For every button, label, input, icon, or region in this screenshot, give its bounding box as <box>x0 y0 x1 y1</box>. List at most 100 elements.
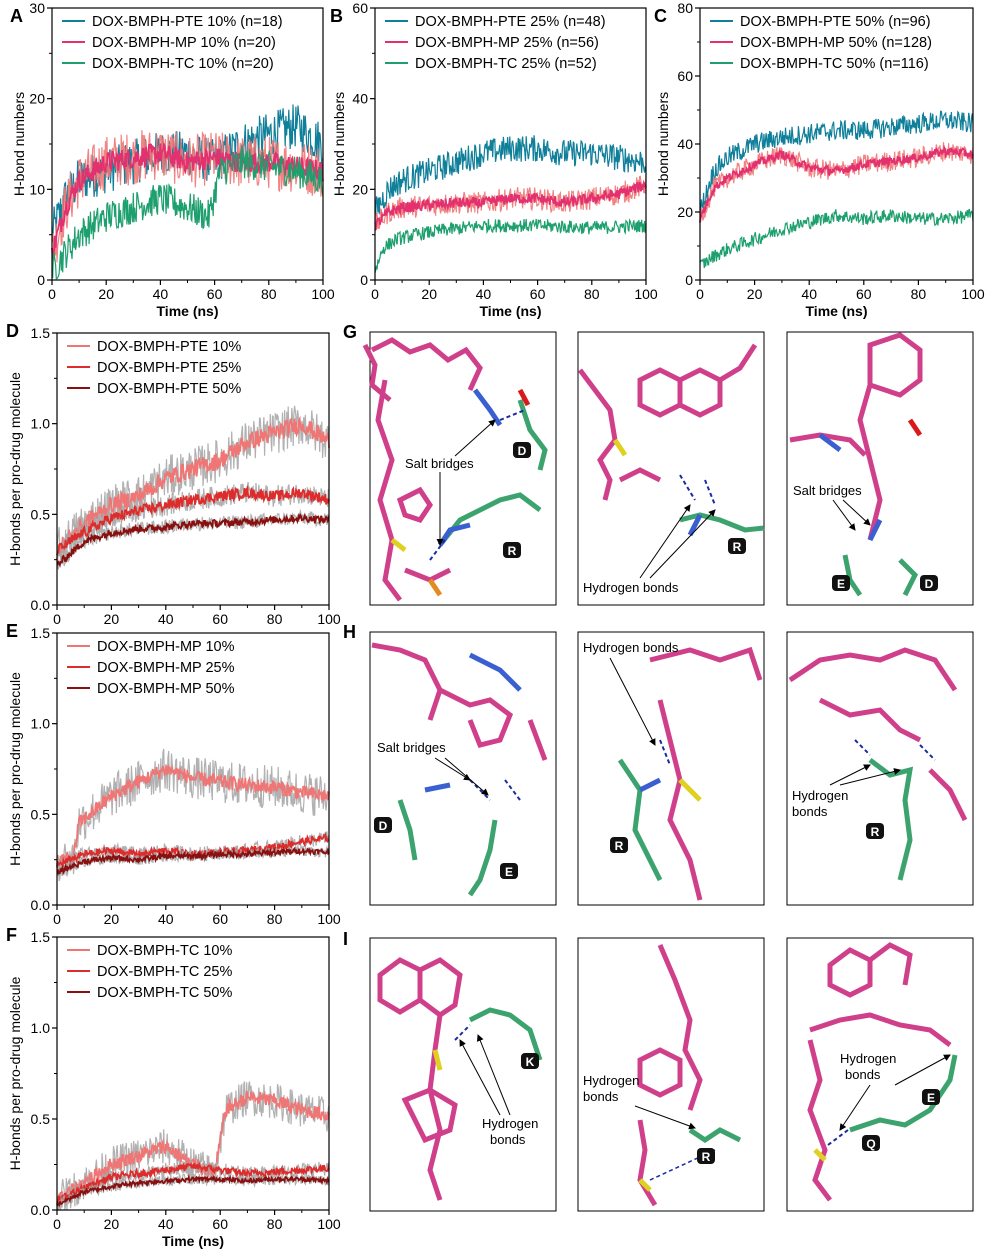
annotation-hydrogen-bonds: Hydrogen bonds <box>583 580 679 595</box>
structure-panel-h3: Hydrogen bonds R <box>786 631 974 906</box>
y-axis-label: H-bond numbers <box>11 92 27 196</box>
x-tick-label: 60 <box>856 286 872 302</box>
series-raw-trace <box>56 748 330 882</box>
y-tick-label: 0.5 <box>31 806 51 822</box>
y-tick-label: 20 <box>352 181 368 197</box>
panel-label: B <box>330 6 343 26</box>
panel-label: D <box>6 321 19 341</box>
series-line <box>51 142 324 261</box>
y-tick-label: 0.0 <box>31 1202 51 1218</box>
x-tick-label: 20 <box>747 286 763 302</box>
x-tick-label: 40 <box>158 1216 174 1232</box>
residue-r-sidechain <box>438 492 542 547</box>
x-tick-label: 60 <box>530 286 546 302</box>
y-tick-label: 10 <box>29 181 45 197</box>
x-tick-label: 100 <box>311 286 335 302</box>
y-tick-label: 1.0 <box>31 716 51 732</box>
residue-label-r: R <box>733 540 742 554</box>
residue-d-sidechain <box>517 399 548 471</box>
residue-label-r: R <box>615 839 624 853</box>
y-tick-label: 0.5 <box>31 506 51 522</box>
x-tick-label: 40 <box>158 611 174 627</box>
x-axis-label: Time (ns) <box>480 303 542 319</box>
annotation-hydrogen: Hydrogen <box>792 788 848 803</box>
annotation-bonds: bonds <box>583 1089 619 1104</box>
x-tick-label: 60 <box>212 611 228 627</box>
y-tick-label: 1.0 <box>31 416 51 432</box>
structure-panel-g1: Salt bridges D R <box>362 331 557 606</box>
x-tick-label: 20 <box>104 611 120 627</box>
panel-label: A <box>10 6 23 26</box>
structure-row-g: G Salt bridges D R <box>343 322 974 606</box>
y-tick-label: 40 <box>352 91 368 107</box>
structure-panel-i3: Hydrogen bonds E Q <box>786 937 974 1212</box>
panel-label-g: G <box>343 322 357 342</box>
structure-panel-g3: Salt bridges E D <box>786 331 974 606</box>
chart-f: F 0.0 0.5 1.0 1.5 0 20 40 60 80 100 Time (ns) H-bond… <box>6 925 341 1249</box>
residue-label-q: Q <box>866 1137 875 1151</box>
x-tick-label: 100 <box>317 911 341 927</box>
y-tick-label: 0 <box>360 272 368 288</box>
structure-panel-i1: Hydrogen bonds K <box>369 937 557 1212</box>
y-tick-label: 40 <box>677 136 693 152</box>
annotation-hydrogen: Hydrogen <box>482 1116 538 1131</box>
x-tick-label: 0 <box>53 911 61 927</box>
legend-entry: DOX-BMPH-TC 50% (n=116) <box>740 56 929 72</box>
hbond-line <box>499 409 526 421</box>
series-raw-trace <box>699 142 974 222</box>
structure-row-i: I Hydrogen bonds K Hydrogen <box>343 929 974 1212</box>
residue-label-r: R <box>508 544 517 558</box>
x-tick-label: 20 <box>98 286 114 302</box>
y-tick-label: 1.0 <box>31 1020 51 1036</box>
panel-label: C <box>654 6 667 26</box>
y-axis-label: H-bonds per pro-drug molecule <box>7 976 23 1170</box>
y-axis-label: H-bond numbers <box>331 92 347 196</box>
y-tick-label: 1.5 <box>31 325 51 341</box>
legend-entry: DOX-BMPH-MP 25% <box>97 660 235 676</box>
series-line <box>699 144 974 223</box>
residue-badge <box>513 442 531 458</box>
molecule-chain <box>375 379 402 602</box>
legend-entry: DOX-BMPH-PTE 10% (n=18) <box>92 14 283 30</box>
x-tick-label: 60 <box>212 911 228 927</box>
legend-entry: DOX-BMPH-PTE 50% <box>97 381 241 397</box>
annotation-salt-bridges: Salt bridges <box>793 483 862 498</box>
legend-entry: DOX-BMPH-MP 50% <box>97 681 235 697</box>
annotation-hydrogen: Hydrogen <box>583 1073 639 1088</box>
structure-panel-h1: Salt bridges D E <box>369 631 557 906</box>
annotation-bonds: bonds <box>490 1132 526 1147</box>
y-tick-label: 80 <box>677 0 693 16</box>
legend-entry: DOX-BMPH-TC 25% (n=52) <box>415 56 597 72</box>
series-raw-trace <box>56 481 330 562</box>
annotation-bonds: bonds <box>792 804 828 819</box>
x-tick-label: 0 <box>48 286 56 302</box>
y-tick-label: 0.5 <box>31 1111 51 1127</box>
structure-panel-g2: Hydrogen bonds R <box>577 331 765 606</box>
residue-label-d: D <box>379 819 388 833</box>
x-tick-label: 80 <box>911 286 927 302</box>
chart-a: A 0 10 20 30 0 20 40 60 80 100 Time (ns) H-bond numb… <box>10 0 335 319</box>
y-tick-label: 0.0 <box>31 597 51 613</box>
series-raw-trace <box>374 173 647 230</box>
residue-label-e: E <box>505 865 513 879</box>
residue-label-e: E <box>927 1091 935 1105</box>
chart-e: E 0.0 0.5 1.0 1.5 0 20 40 60 80 100 H-bonds per pro… <box>6 621 341 927</box>
series-line <box>56 1161 330 1203</box>
x-tick-label: 80 <box>261 286 277 302</box>
x-tick-label: 100 <box>634 286 658 302</box>
x-tick-label: 20 <box>104 1216 120 1232</box>
legend-entry: DOX-BMPH-MP 25% (n=56) <box>415 35 599 51</box>
x-tick-label: 0 <box>371 286 379 302</box>
y-tick-label: 1.5 <box>31 625 51 641</box>
series-line <box>56 512 330 569</box>
x-tick-label: 100 <box>317 611 341 627</box>
y-tick-label: 60 <box>352 0 368 16</box>
annotation-hydrogen-bonds: Hydrogen bonds <box>583 640 679 655</box>
panel-label: F <box>6 925 17 945</box>
residue-label-d: D <box>925 577 934 591</box>
annotation-hydrogen: Hydrogen <box>840 1051 896 1066</box>
molecule-backbone <box>370 337 483 392</box>
x-tick-label: 0 <box>53 1216 61 1232</box>
annotation-salt-bridges: Salt bridges <box>377 740 446 755</box>
annotation-salt-bridges: Salt bridges <box>405 456 474 471</box>
